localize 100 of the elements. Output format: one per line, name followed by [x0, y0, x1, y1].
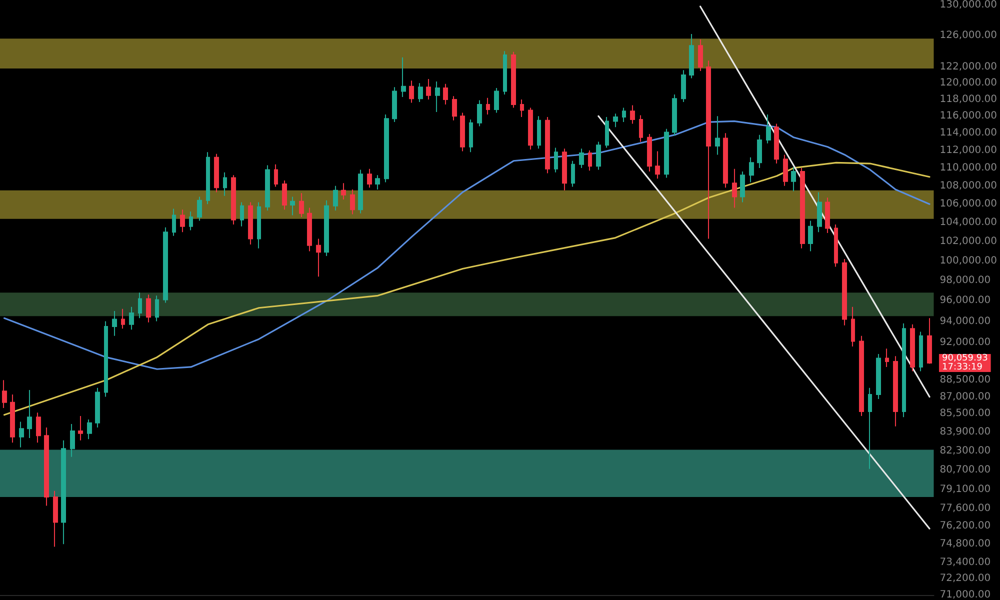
candlestick: [19, 421, 24, 448]
y-tick-label: 126,000.00: [940, 30, 998, 41]
candlestick: [868, 387, 872, 470]
y-tick-label: 106,000.00: [940, 198, 998, 210]
line-series: [3, 120, 930, 370]
candlestick: [316, 238, 321, 278]
candlestick: [282, 180, 287, 210]
candlestick: [893, 356, 898, 427]
candlestick: [740, 171, 745, 203]
candlestick: [647, 133, 652, 172]
y-tick-label: 102,000.00: [940, 236, 998, 248]
candlestick: [129, 306, 134, 330]
y-tick-label: 116,000.00: [940, 110, 998, 122]
y-tick-label: 112,000.00: [940, 144, 998, 156]
y-tick-label: 118,000.00: [940, 94, 998, 105]
text: 90,059.93 17:33:19: [942, 354, 988, 373]
candlestick: [605, 116, 609, 148]
candlestick: [715, 116, 720, 156]
candlestick: [689, 33, 694, 79]
candlestick: [290, 196, 295, 216]
y-tick-label: 85,500.00: [940, 408, 991, 420]
candlestick: [774, 123, 779, 164]
candlestick: [808, 220, 813, 252]
candlestick: [392, 86, 397, 123]
candlestick: [469, 119, 473, 153]
candlestick: [910, 324, 915, 372]
candlestick: [537, 116, 541, 150]
y-tick-label: 98,000.00: [940, 275, 991, 286]
candlestick: [87, 418, 92, 440]
y-tick-label: 79,100.00: [940, 484, 991, 496]
line-series: [3, 162, 930, 416]
candlestick: [639, 114, 643, 142]
candlestick: [146, 294, 151, 323]
candlestick: [842, 258, 847, 326]
candlestick: [783, 154, 788, 186]
candlestick: [401, 56, 406, 98]
candlestick: [596, 141, 601, 170]
candlestick: [307, 207, 312, 252]
y-tick-label: 76,200.00: [940, 520, 991, 532]
candlestick: [180, 209, 185, 233]
candlestick: [494, 87, 499, 114]
candlestick: [655, 150, 660, 180]
candlestick: [78, 416, 83, 441]
candlestick: [706, 60, 711, 240]
candlestick: [723, 132, 728, 188]
candlestick: [384, 114, 389, 183]
candlestick: [545, 116, 550, 174]
y-tick-label: 100,000.00: [940, 255, 998, 266]
y-tick-label: 104,000.00: [940, 217, 998, 228]
candlestick: [10, 394, 15, 444]
candlestick: [155, 295, 159, 322]
candlestick: [350, 188, 355, 215]
candlestick: [333, 185, 338, 212]
candlestick: [511, 51, 516, 108]
candlestick: [367, 168, 372, 188]
candlestick: [613, 113, 618, 128]
candlestick: [418, 82, 423, 102]
candlestick: [520, 98, 524, 118]
candlestick: [324, 200, 329, 257]
candlestick: [341, 182, 346, 200]
y-tick-label: 77,600.00: [940, 502, 991, 514]
y-tick-label: 92,000.00: [940, 336, 991, 348]
candlestick: [61, 440, 66, 545]
candlestick: [257, 202, 261, 249]
candlestick: [825, 197, 830, 234]
candlestick: [698, 38, 703, 72]
y-tick-label: 82,300.00: [940, 445, 991, 456]
candlestick: [70, 424, 75, 458]
candlestick: [443, 83, 448, 105]
candlestick: [622, 107, 626, 123]
candlestick: [528, 107, 533, 150]
candlestick: [681, 70, 686, 102]
y-tick-label: 120,000.00: [940, 78, 998, 89]
candlestick: [189, 210, 193, 231]
candlestick: [579, 148, 584, 168]
candlestick: [902, 322, 906, 418]
candlestick: [214, 153, 219, 193]
candlestick: [503, 50, 507, 96]
candlestick: [206, 152, 210, 205]
candlestick: [757, 134, 762, 168]
candlestick: [265, 164, 270, 212]
y-tick-label: 72,200.00: [940, 573, 991, 584]
y-tick-label: 74,800.00: [940, 538, 991, 550]
candlestick: [630, 104, 635, 124]
y-tick-label: 130,000.00: [940, 0, 998, 10]
candlestick: [885, 348, 889, 368]
y-tick-label: 114,000.00: [940, 128, 998, 139]
y-tick-label: 88,500.00: [940, 374, 991, 386]
candlestick: [732, 168, 737, 208]
candlestick: [231, 174, 236, 226]
candlestick: [817, 192, 822, 233]
candlestick: [53, 490, 58, 548]
y-tick-label: 122,000.00: [940, 61, 998, 72]
y-tick-label: 80,700.00: [940, 464, 991, 476]
candlestick: [435, 80, 440, 112]
candlestick: [919, 331, 923, 372]
candlestick: [2, 380, 7, 409]
candlestick: [766, 114, 771, 144]
candlestick: [749, 156, 754, 183]
candlestick: [95, 387, 100, 428]
